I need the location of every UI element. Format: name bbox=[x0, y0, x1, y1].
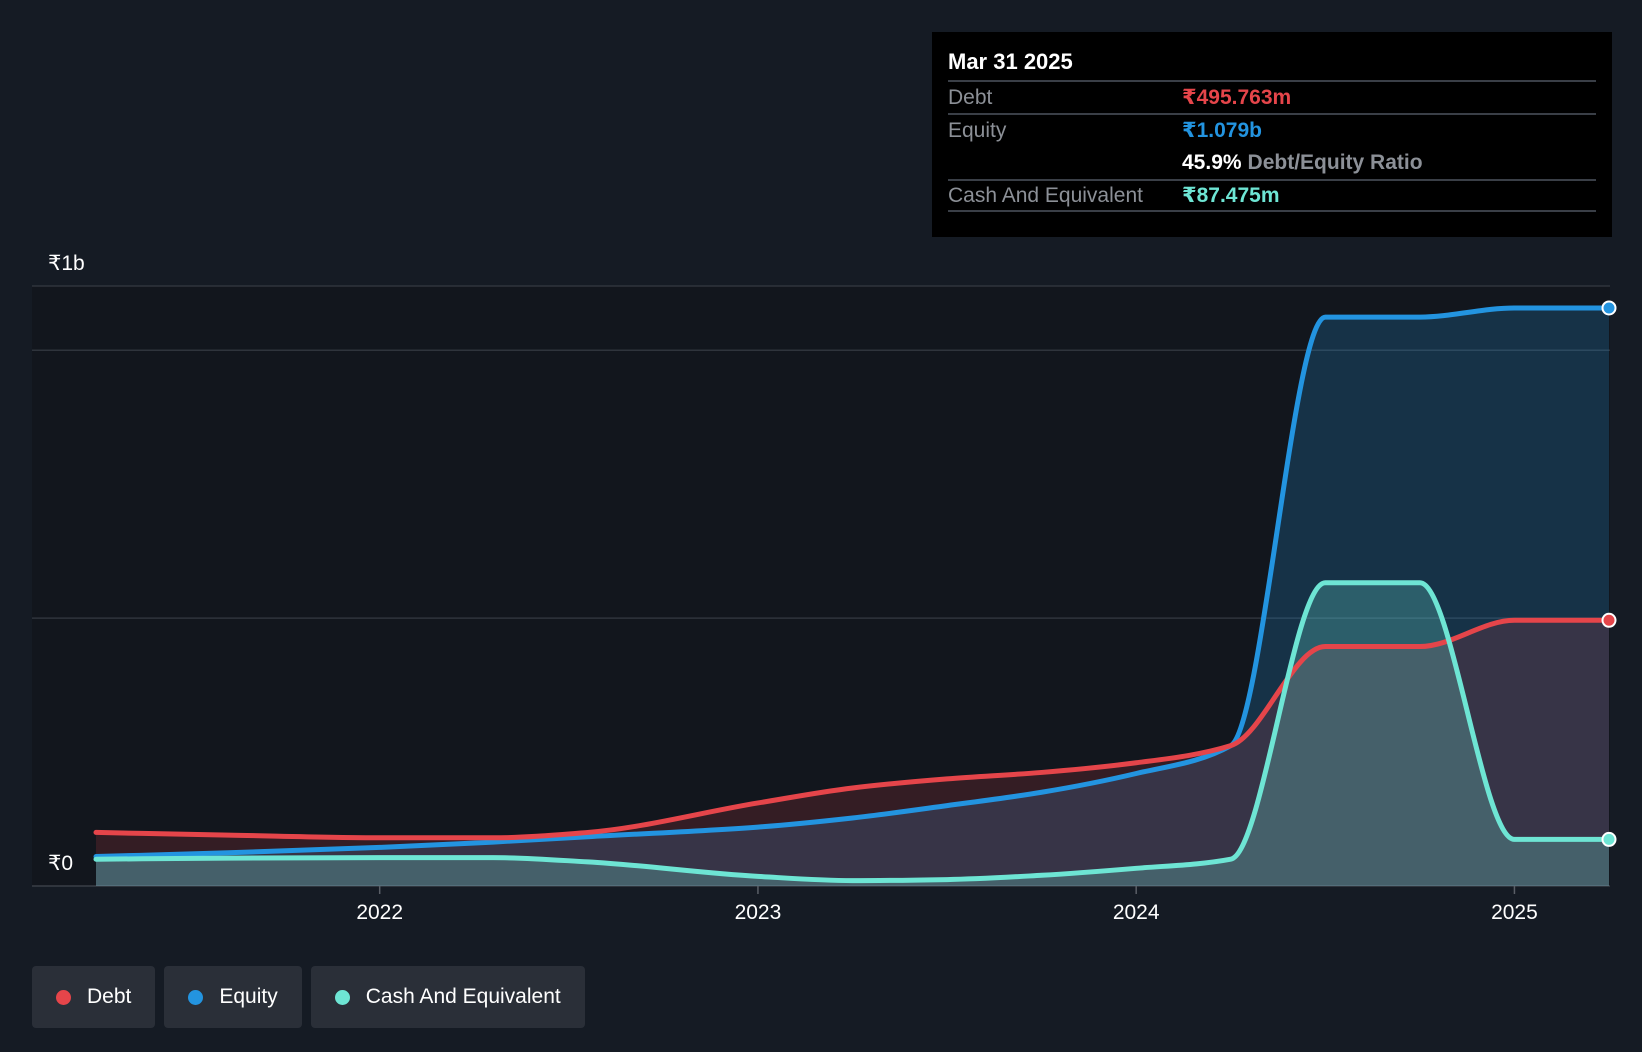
tooltip-date: Mar 31 2025 bbox=[948, 49, 1073, 74]
x-tick-label: 2025 bbox=[1491, 901, 1538, 924]
legend-item-debt[interactable]: Debt bbox=[32, 966, 156, 1028]
tooltip-cash-row: Cash And Equivalent ₹87.475m bbox=[948, 179, 1596, 212]
tooltip-equity-label: Equity bbox=[948, 118, 1007, 142]
tooltip-ratio-value: 45.9% bbox=[1182, 150, 1242, 174]
legend-label-cash: Cash And Equivalent bbox=[365, 985, 561, 1008]
legend-dot-equity bbox=[188, 989, 204, 1005]
legend-dot-debt bbox=[56, 989, 71, 1005]
cash-end-marker[interactable] bbox=[1601, 831, 1617, 847]
debt-line bbox=[93, 617, 1612, 841]
equity-end-marker[interactable] bbox=[1601, 300, 1617, 316]
legend-label-equity: Equity bbox=[219, 985, 278, 1008]
plot-area bbox=[32, 286, 1610, 886]
y-tick-label: ₹0 bbox=[48, 852, 73, 875]
legend-label-debt: Debt bbox=[87, 985, 132, 1008]
x-tick-label: 2024 bbox=[1113, 901, 1160, 924]
x-tick-label: 2022 bbox=[356, 901, 403, 924]
chart-legend: Debt Equity Cash And Equivalent bbox=[32, 966, 585, 1028]
equity-line bbox=[93, 305, 1612, 860]
tooltip-ratio-label: Debt/Equity Ratio bbox=[1247, 150, 1423, 174]
debt-area bbox=[96, 620, 1609, 886]
tooltip-cash-label: Cash And Equivalent bbox=[948, 183, 1143, 207]
tooltip-equity-row: Equity ₹1.079b bbox=[948, 113, 1596, 146]
legend-item-cash[interactable]: Cash And Equivalent bbox=[310, 966, 585, 1028]
tooltip-debt-label: Debt bbox=[948, 85, 993, 109]
legend-item-equity[interactable]: Equity bbox=[164, 966, 302, 1028]
tooltip-debt-value: ₹495.763m bbox=[1182, 86, 1292, 109]
y-tick-label: ₹1b bbox=[48, 252, 85, 275]
legend-dot-cash bbox=[334, 989, 350, 1005]
cash-area bbox=[96, 582, 1609, 886]
x-tick-label: 2023 bbox=[735, 901, 782, 924]
data-tooltip: Mar 31 2025 Debt ₹495.763m Equity ₹1.079… bbox=[932, 32, 1612, 237]
tooltip-debt-row: Debt ₹495.763m bbox=[948, 80, 1596, 113]
equity-area bbox=[96, 307, 1609, 887]
cash-line bbox=[93, 580, 1612, 884]
tooltip-ratio-row: 45.9% Debt/Equity Ratio bbox=[948, 146, 1596, 179]
tooltip-cash-value: ₹87.475m bbox=[1182, 184, 1280, 207]
debt-end-marker[interactable] bbox=[1601, 612, 1617, 628]
tooltip-equity-value: ₹1.079b bbox=[1182, 119, 1262, 142]
